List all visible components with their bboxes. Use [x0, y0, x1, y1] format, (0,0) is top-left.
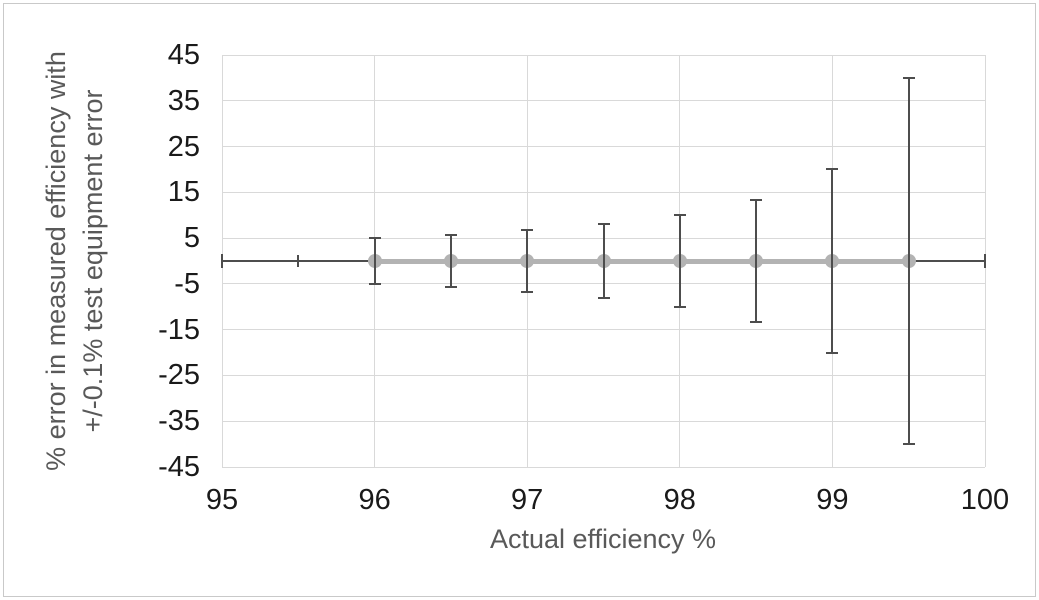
error-bar-cap-bottom: [826, 351, 839, 354]
error-bar-line: [678, 214, 681, 308]
x-tick-label: 98: [663, 484, 696, 516]
h-gridline: [222, 420, 985, 422]
error-bar-line: [526, 229, 529, 293]
y-error-bar: [368, 237, 381, 285]
error-bar-line: [373, 237, 376, 285]
y-tick-label: -15: [158, 313, 200, 346]
error-bar-cap-top: [826, 168, 839, 171]
x-error-cap: [297, 255, 300, 267]
error-bar-line: [907, 76, 910, 446]
y-tick-label: 25: [167, 130, 200, 163]
error-bar-cap-bottom: [902, 443, 915, 446]
x-tick-label: 96: [358, 484, 391, 516]
x-tick-label: 100: [960, 484, 1010, 516]
error-bar-cap-bottom: [444, 286, 457, 289]
error-bar-line: [755, 198, 758, 323]
error-bar-cap-top: [368, 237, 381, 240]
h-gridline: [222, 54, 985, 56]
y-tick-label: -35: [158, 405, 200, 438]
error-bar-line: [449, 233, 452, 289]
y-axis-title-line2: +/-0.1% test equipment error: [78, 89, 108, 433]
error-bar-line: [831, 168, 834, 354]
y-error-bar: [597, 223, 610, 299]
y-tick-label: 15: [167, 176, 200, 209]
y-axis-title-line1: % error in measured efficiency with: [41, 51, 71, 471]
x-error-cap: [221, 254, 223, 268]
error-bar-cap-top: [444, 233, 457, 236]
error-bar-cap-bottom: [597, 296, 610, 299]
x-tick-label: 95: [205, 484, 239, 516]
y-error-bar: [902, 76, 915, 446]
error-bar-cap-top: [750, 198, 763, 201]
x-error-bar-line: [908, 260, 985, 262]
error-bar-cap-top: [597, 223, 610, 226]
x-tick-label: 97: [511, 484, 544, 516]
y-error-bar: [521, 229, 534, 293]
y-error-bar: [750, 198, 763, 323]
y-tick-label: 45: [167, 39, 200, 71]
h-gridline: [222, 146, 985, 148]
y-error-bar: [673, 214, 686, 308]
x-error-cap: [984, 254, 986, 268]
series-baseline: [374, 258, 909, 264]
error-bar-cap-top: [521, 229, 534, 232]
h-gridline: [222, 191, 985, 193]
error-bar-cap-bottom: [368, 282, 381, 285]
y-tick-label: 5: [183, 222, 200, 255]
y-tick-label: 35: [167, 84, 200, 117]
error-bar-cap-bottom: [521, 290, 534, 293]
y-tick-label: -25: [158, 359, 200, 392]
error-bar-cap-top: [902, 76, 915, 79]
h-gridline: [222, 466, 985, 468]
y-tick-label: -45: [158, 451, 200, 483]
error-bar-line: [602, 223, 605, 299]
y-axis-title: % error in measured efficiency with +/-0…: [38, 1, 112, 521]
h-gridline: [222, 100, 985, 102]
error-bar-cap-bottom: [673, 305, 686, 308]
h-gridline: [222, 374, 985, 376]
error-bar-cap-top: [673, 214, 686, 217]
y-error-bar: [826, 168, 839, 354]
y-error-bar: [444, 233, 457, 289]
h-gridline: [222, 329, 985, 331]
x-tick-label: 99: [816, 484, 849, 516]
y-tick-label: -5: [174, 267, 200, 300]
x-axis-title: Actual efficiency %: [489, 524, 717, 554]
error-bar-cap-bottom: [750, 321, 763, 323]
